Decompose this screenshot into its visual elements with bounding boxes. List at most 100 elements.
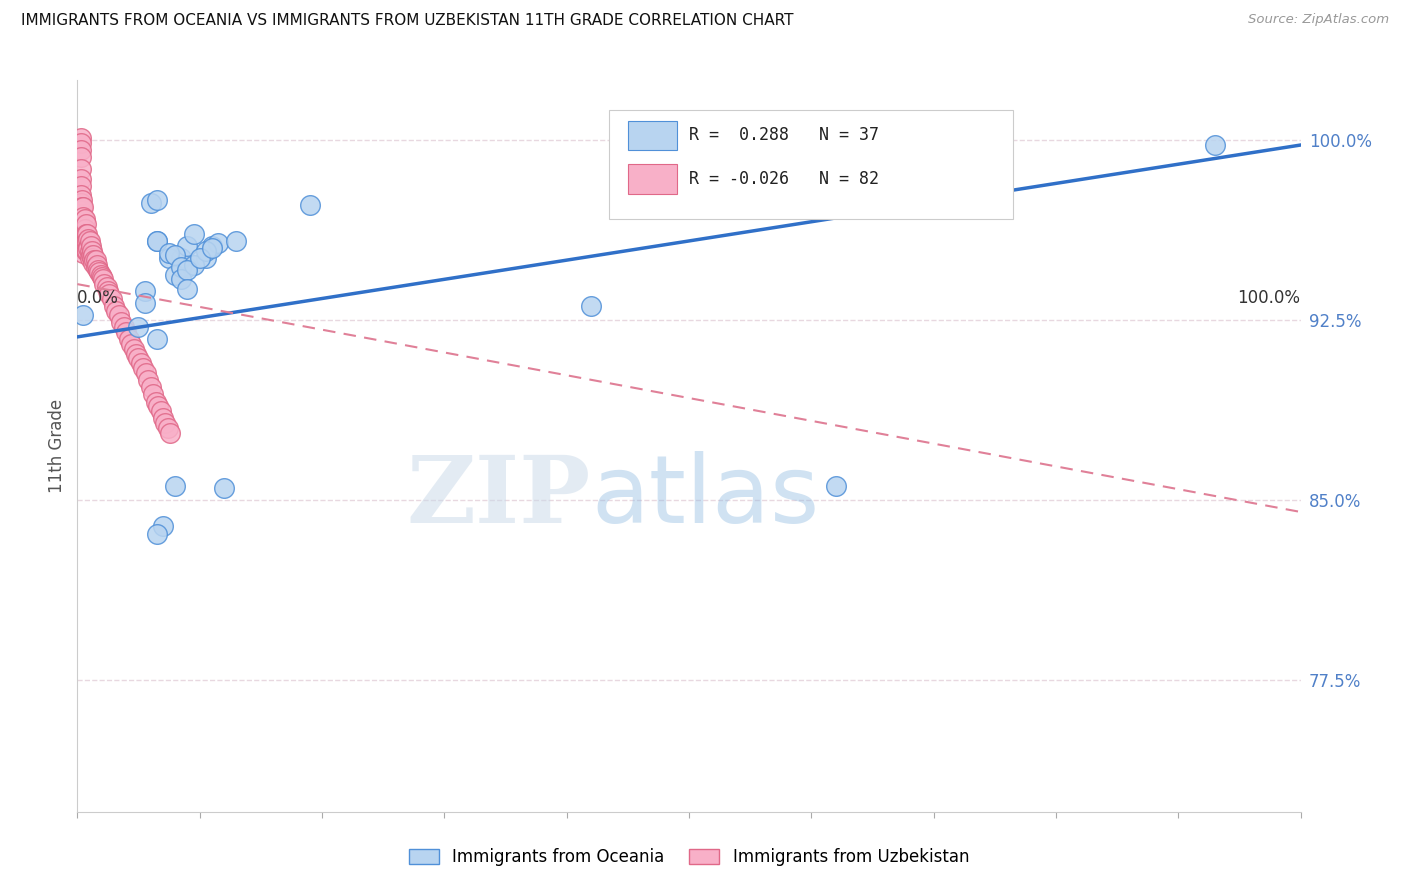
Point [139,380,162,394]
Point [79,234,101,248]
Point [70,222,93,236]
Point [70,202,93,217]
Point [110,316,132,330]
FancyBboxPatch shape [609,110,1014,219]
Point [115,325,138,339]
Point [152,519,174,533]
Point [87,262,110,277]
Point [194,244,217,258]
Point [82,255,104,269]
Point [183,227,205,241]
Point [156,421,179,435]
Point [183,258,205,272]
Legend: Immigrants from Oceania, Immigrants from Uzbekistan: Immigrants from Oceania, Immigrants from… [402,841,976,873]
Point [146,332,169,346]
Point [84,260,107,275]
Point [73,212,96,227]
Point [97,285,120,299]
Point [207,236,229,251]
Point [105,303,128,318]
Point [1204,138,1226,153]
Point [70,212,93,227]
Point [298,198,321,212]
Point [90,269,112,284]
Point [579,299,602,313]
Point [72,200,94,214]
Point [165,248,187,262]
Point [212,481,235,495]
Point [149,404,172,418]
Point [89,265,111,279]
Point [70,161,93,176]
Point [165,478,187,492]
Point [176,260,198,275]
Point [75,227,97,241]
Point [91,272,114,286]
Text: Source: ZipAtlas.com: Source: ZipAtlas.com [1249,13,1389,27]
Point [108,308,131,322]
Point [73,222,96,236]
Text: 0.0%: 0.0% [77,289,120,307]
Point [145,394,167,409]
Point [96,279,118,293]
Point [129,356,152,370]
Point [142,387,165,401]
Text: R =  0.288   N = 37: R = 0.288 N = 37 [689,126,879,145]
Point [76,244,98,258]
Point [201,241,224,255]
Point [176,262,198,277]
Point [176,239,198,253]
Point [70,188,93,202]
Point [194,251,217,265]
Point [146,234,169,248]
Point [86,258,108,272]
Point [170,260,193,275]
Point [72,210,94,224]
Point [80,251,103,265]
Point [72,236,94,251]
Point [76,227,98,241]
Point [70,150,93,164]
Point [75,217,97,231]
Point [155,416,177,430]
Point [72,219,94,234]
Point [80,239,103,253]
Point [134,296,156,310]
Point [824,478,846,492]
Text: IMMIGRANTS FROM OCEANIA VS IMMIGRANTS FROM UZBEKISTAN 11TH GRADE CORRELATION CHA: IMMIGRANTS FROM OCEANIA VS IMMIGRANTS FR… [21,13,793,29]
Point [70,210,93,224]
Point [80,248,103,262]
Text: atlas: atlas [591,451,820,543]
Point [75,244,97,258]
Text: ZIP: ZIP [406,452,591,542]
Point [170,272,193,286]
Point [79,244,101,258]
Point [82,248,104,262]
Point [146,400,169,414]
Point [70,171,93,186]
Text: 100.0%: 100.0% [1237,289,1301,307]
Y-axis label: 11th Grade: 11th Grade [48,399,66,493]
Point [73,239,96,253]
Point [139,195,162,210]
Point [75,234,97,248]
Point [146,193,169,207]
Point [70,231,93,245]
Point [72,308,94,322]
Point [157,246,180,260]
Point [165,268,187,282]
Point [70,131,93,145]
Point [128,351,150,366]
Point [70,193,93,207]
Point [70,143,93,157]
Point [100,292,122,306]
Point [84,253,107,268]
Point [134,285,156,299]
Point [146,234,169,248]
Point [70,200,93,214]
Point [176,282,198,296]
Point [152,411,174,425]
Point [135,366,157,380]
Point [80,244,103,258]
Point [136,373,159,387]
